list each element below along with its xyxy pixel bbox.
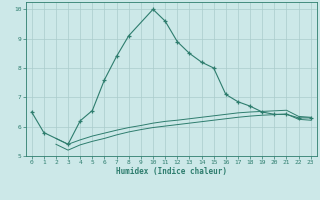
X-axis label: Humidex (Indice chaleur): Humidex (Indice chaleur) <box>116 167 227 176</box>
